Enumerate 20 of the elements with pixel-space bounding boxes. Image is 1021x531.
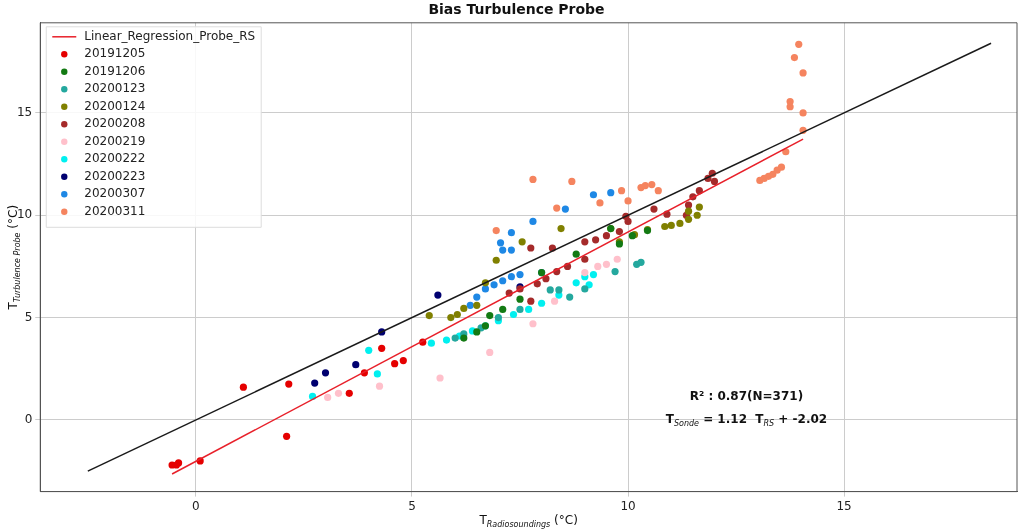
legend-label: 20200208 [84, 116, 146, 131]
annotation: R² : 0.87(N=371) [689, 388, 804, 403]
chart-title: Bias Turbulence Probe [428, 1, 605, 18]
x-tick-label: 5 [408, 498, 416, 513]
legend-label: 20191206 [84, 63, 146, 78]
y-tick-label: 15 [16, 105, 33, 119]
legend-label: 20200311 [84, 203, 146, 218]
y-tick-label: 0 [24, 412, 33, 427]
y-tick-label: 5 [24, 309, 33, 324]
legend-label: Linear_Regression_Probe_RS [84, 28, 256, 43]
x-tick-label: 0 [192, 498, 200, 513]
legend-label: 20200222 [84, 151, 146, 166]
legend-label: 20200223 [84, 168, 146, 183]
x-tick-label: 15 [836, 498, 852, 513]
legend-label: 20200124 [84, 98, 146, 113]
legend-label: 20200307 [84, 186, 146, 201]
legend-label: 20200219 [84, 133, 146, 148]
legend-label: 20191205 [84, 46, 146, 61]
x-tick-label: 10 [620, 498, 636, 513]
legend-label: 20200123 [84, 81, 146, 96]
